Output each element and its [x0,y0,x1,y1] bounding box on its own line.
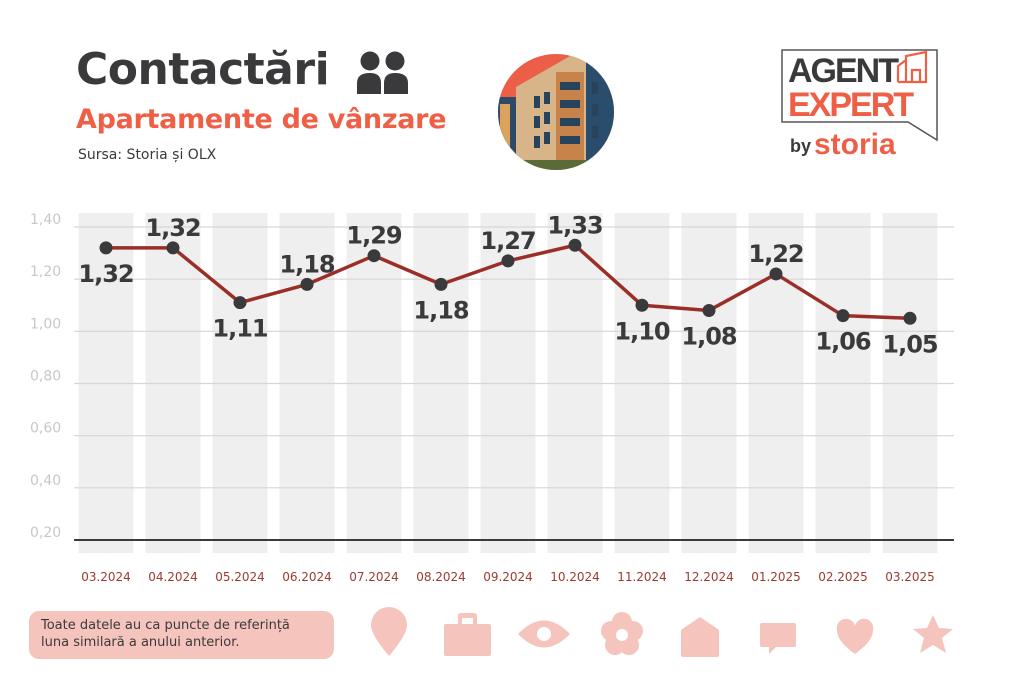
data-point [501,254,515,268]
y-tick-label: 1,00 [30,316,61,332]
data-point [836,309,850,323]
data-point [233,296,247,310]
data-label: 1,32 [78,260,133,288]
data-label: 1,27 [480,227,535,255]
data-label: 1,32 [145,214,200,242]
x-tick-label: 09.2024 [483,570,533,584]
y-tick-label: 0,40 [30,473,61,489]
flower-icon [601,612,643,655]
x-tick-label: 08.2024 [416,570,466,584]
y-tick-label: 0,80 [30,369,61,385]
briefcase-icon [444,613,491,656]
note-line-1: Toate datele au ca puncte de referință [41,618,290,633]
data-point [367,249,381,263]
data-label: 1,22 [748,240,803,268]
x-tick-label: 11.2024 [617,570,667,584]
x-tick-label: 01.2025 [751,570,801,584]
reference-note: Toate datele au ca puncte de referință l… [29,611,334,659]
heart-icon [836,618,874,654]
x-tick-label: 04.2024 [148,570,198,584]
data-point [99,241,113,255]
chat-bubble-icon [760,623,796,654]
data-source: Sursa: Storia și OLX [78,147,217,163]
data-point [568,238,582,252]
star-icon [913,615,953,653]
x-tick-label: 03.2025 [885,570,935,584]
data-point [635,298,649,312]
line-chart: 0,20 0,40 0,60 0,80 1,00 1,20 1,40 1,32 1,32 1,1… [30,211,954,584]
logo-storia: storia [814,128,896,160]
y-tick-label: 1,40 [30,212,61,228]
agent-expert-logo: AGENT EXPERT by storia [781,49,938,160]
x-tick-label: 03.2024 [81,570,131,584]
x-tick-label: 10.2024 [550,570,600,584]
data-point [702,303,716,317]
apartment-building-photo [498,54,614,170]
logo-expert: EXPERT [788,86,914,124]
x-tick-label: 02.2025 [818,570,868,584]
data-label: 1,18 [413,296,469,324]
x-tick-label: 07.2024 [349,570,399,584]
data-label: 1,06 [815,328,871,356]
page-subtitle: Apartamente de vânzare [76,104,447,135]
x-tick-label: 06.2024 [282,570,332,584]
data-label: 1,08 [681,322,737,350]
data-label: 1,10 [614,317,670,345]
data-point [903,311,917,325]
data-label: 1,18 [279,250,335,278]
data-point [300,277,314,291]
y-tick-label: 0,20 [30,525,61,541]
y-tick-label: 1,20 [30,264,61,280]
data-label: 1,33 [547,211,602,239]
logo-agent: AGENT [788,52,899,90]
data-point [434,277,448,291]
y-tick-label: 0,60 [30,421,61,437]
data-label: 1,11 [212,315,268,343]
people-icon [357,51,408,94]
house-icon [681,617,719,657]
data-label: 1,05 [882,330,938,358]
eye-icon [518,620,570,648]
data-label: 1,29 [346,222,402,250]
map-pin-icon [371,607,407,656]
logo-by: by [790,136,811,156]
page-title: Contactări [76,44,330,95]
data-point [769,267,783,281]
note-line-2: luna similară a anului anterior. [41,635,240,650]
x-tick-label: 05.2024 [215,570,265,584]
data-point [166,241,180,255]
x-tick-label: 12.2024 [684,570,734,584]
building-glyph-icon [896,50,928,84]
